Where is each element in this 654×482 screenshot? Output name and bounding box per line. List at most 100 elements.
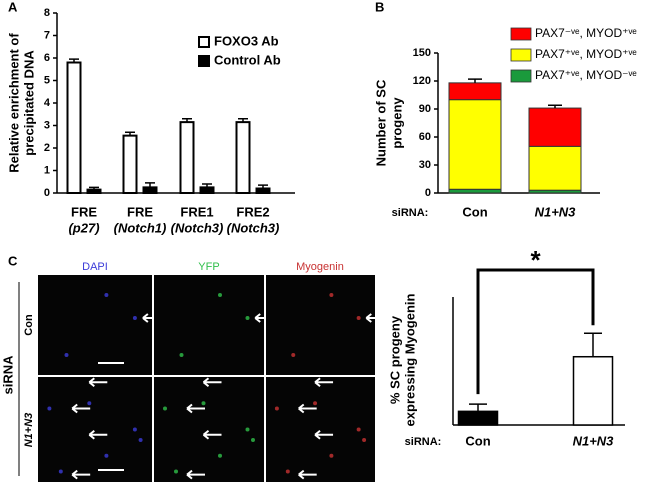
bar (457, 410, 499, 426)
y-axis-label: Relative enrichment of (6, 33, 21, 173)
error-bar (584, 332, 602, 357)
y-tick-label: 2 (44, 142, 50, 154)
legend-label: Control Ab (214, 52, 281, 67)
significance-bracket (476, 268, 595, 395)
row-title: siRNA (0, 355, 15, 395)
bar (86, 188, 102, 194)
y-tick-label: 150 (413, 47, 431, 59)
cell-nucleus (313, 401, 318, 406)
cell-nucleus (329, 293, 334, 297)
arrow (88, 429, 108, 440)
y-tick-label: 8 (44, 7, 50, 19)
x-tick-label: N1+N3 (535, 204, 577, 219)
panel-label: C (8, 253, 18, 268)
x-prefix: siRNA: (392, 207, 429, 219)
cell-nucleus (245, 427, 250, 432)
y-tick-label: 6 (44, 52, 50, 64)
arrow (202, 377, 222, 388)
bar (199, 186, 215, 194)
cell-nucleus (356, 316, 361, 320)
cell-nucleus (218, 293, 222, 297)
legend-swatch (510, 48, 532, 62)
cell-nucleus (356, 427, 361, 432)
cell-nucleus (291, 353, 296, 357)
bar-segment (448, 82, 502, 101)
bar (122, 134, 138, 194)
bar (255, 187, 271, 194)
cell-nucleus (104, 453, 109, 458)
cell-nucleus (47, 406, 52, 411)
x-tick-sublabel: (p27) (68, 220, 99, 235)
y-axis-label: Number of SC (373, 79, 388, 166)
bar-segment (448, 188, 502, 194)
arrow (202, 429, 222, 440)
bar (142, 186, 158, 194)
arrow (186, 469, 205, 480)
cell-nucleus (179, 353, 184, 357)
legend-swatch (510, 27, 532, 41)
x-tick-label: Con (465, 433, 490, 448)
arrow (314, 429, 334, 440)
y-tick-label: 4 (44, 97, 51, 109)
cell-nucleus (245, 316, 250, 320)
bar (179, 121, 195, 194)
error-bar (468, 78, 482, 83)
cell-nucleus (174, 469, 178, 474)
arrow (88, 377, 108, 388)
x-tick-sublabel: (Notch1) (114, 220, 167, 235)
cell-nucleus (285, 469, 290, 474)
bar-segment (528, 145, 582, 191)
x-tick-label: FRE2 (236, 204, 269, 219)
x-tick-label: FRE (71, 204, 97, 219)
cell-nucleus (58, 469, 63, 474)
arrow (365, 313, 385, 323)
y-tick-label: 120 (413, 75, 431, 87)
cell-nucleus (329, 453, 334, 458)
arrow (298, 469, 317, 480)
panel-label: A (8, 0, 18, 14)
x-prefix: siRNA: (405, 436, 442, 448)
y-tick-label: 60 (419, 131, 431, 143)
y-tick-label: 7 (44, 29, 50, 41)
arrow (314, 377, 334, 388)
bar (66, 61, 82, 194)
x-tick-sublabel: (Notch3) (227, 220, 280, 235)
y-tick-label: 0 (44, 187, 50, 199)
legend-swatch (510, 69, 532, 83)
arrow (186, 403, 205, 414)
column-header: DAPI (82, 261, 108, 273)
cell-nucleus (274, 406, 279, 411)
y-tick-label: 0 (425, 187, 431, 199)
y-tick-label: 30 (419, 159, 431, 171)
arrow (71, 469, 91, 480)
y-axis-label: expressing Myogenin (402, 293, 417, 426)
legend-swatch (198, 55, 210, 67)
column-header: Myogenin (296, 261, 344, 273)
y-tick-label: 5 (44, 74, 50, 86)
x-tick-label: Con (462, 204, 487, 219)
row-label: Con (23, 314, 35, 336)
cell-nucleus (362, 438, 367, 442)
cell-nucleus (163, 406, 167, 411)
y-tick-label: 90 (419, 103, 431, 115)
micrograph (266, 275, 375, 375)
cell-nucleus (251, 438, 255, 442)
micrograph (38, 275, 152, 375)
cell-nucleus (132, 316, 137, 320)
cell-nucleus (138, 438, 143, 442)
legend-label: PAX7⁺ᵛᵉ, MYOD⁻ᵛᵉ (535, 68, 637, 82)
legend-label: PAX7⁺ᵛᵉ, MYOD⁺ᵛᵉ (535, 47, 637, 61)
x-tick-label: FRE (127, 204, 153, 219)
row-label: N1+N3 (23, 413, 35, 448)
cell-nucleus (218, 453, 222, 458)
legend-swatch (198, 36, 210, 48)
y-axis-label: progeny (389, 97, 404, 149)
legend-label: FOXO3 Ab (214, 33, 279, 48)
error-bar (548, 104, 562, 109)
cell-nucleus (104, 293, 109, 297)
x-tick-sublabel: (Notch3) (171, 220, 224, 235)
micrographs (38, 275, 385, 482)
significance-label: * (530, 245, 541, 275)
cell-nucleus (64, 353, 69, 357)
